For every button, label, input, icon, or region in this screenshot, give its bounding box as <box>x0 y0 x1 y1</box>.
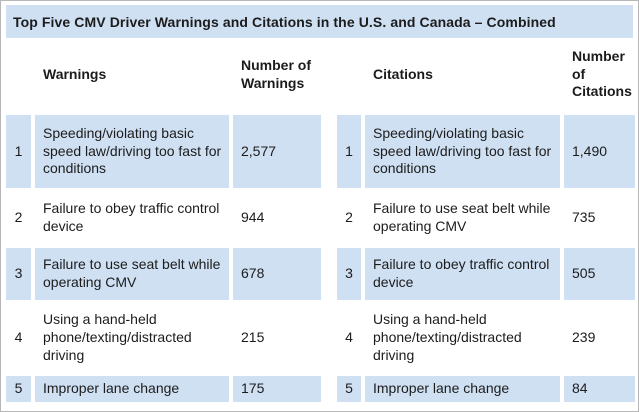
warning-text-cell: Failure to use seat belt while operating… <box>35 248 229 300</box>
citation-rank-cell: 2 <box>345 209 353 226</box>
warning-count-cell: 175 <box>233 376 321 402</box>
citation-text-cell: Failure to use seat belt while operating… <box>373 200 551 234</box>
warning-rank-cell: 3 <box>6 248 31 300</box>
citation-text-cell: Failure to obey traffic control device <box>365 248 560 300</box>
warning-count-cell: 215 <box>241 329 265 346</box>
table-title: Top Five CMV Driver Warnings and Citatio… <box>6 5 633 38</box>
citation-rank-cell: 3 <box>337 248 361 300</box>
warning-count-cell: 944 <box>241 209 265 226</box>
column-header-number-of-citations: Number of Citations <box>572 47 632 100</box>
citation-text-cell: Improper lane change <box>365 376 560 402</box>
citation-rank-cell: 5 <box>337 376 361 402</box>
warning-rank-cell: 5 <box>6 376 31 402</box>
citation-count-cell: 505 <box>564 248 635 300</box>
citation-text-cell: Speeding/violating basic speed law/drivi… <box>365 115 560 188</box>
column-header-number-of-warnings: Number of Warnings <box>241 56 311 91</box>
column-header-warnings: Warnings <box>43 65 107 82</box>
warning-rank-cell: 2 <box>14 209 23 226</box>
citation-count-cell: 239 <box>572 329 596 346</box>
citation-text-cell: Using a hand-held phone/texting/distract… <box>373 311 522 363</box>
citation-count-cell: 735 <box>572 209 596 226</box>
warning-text-cell: Failure to obey traffic control device <box>43 200 220 234</box>
warning-rank-cell: 1 <box>6 115 31 188</box>
citation-count-cell: 1,490 <box>564 115 635 188</box>
cmv-table: Warnings Number of Warnings Citations Nu… <box>6 38 635 402</box>
warning-text-cell: Speeding/violating basic speed law/drivi… <box>35 115 229 188</box>
citation-rank-cell: 1 <box>337 115 361 188</box>
warning-count-cell: 678 <box>233 248 321 300</box>
warning-count-cell: 2,577 <box>233 115 321 188</box>
warning-text-cell: Improper lane change <box>35 376 229 402</box>
citation-rank-cell: 4 <box>345 329 353 346</box>
citation-count-cell: 84 <box>564 376 635 402</box>
warning-text-cell: Using a hand-held phone/texting/distract… <box>43 311 192 363</box>
column-header-citations: Citations <box>373 65 433 82</box>
warning-rank-cell: 4 <box>14 329 23 346</box>
